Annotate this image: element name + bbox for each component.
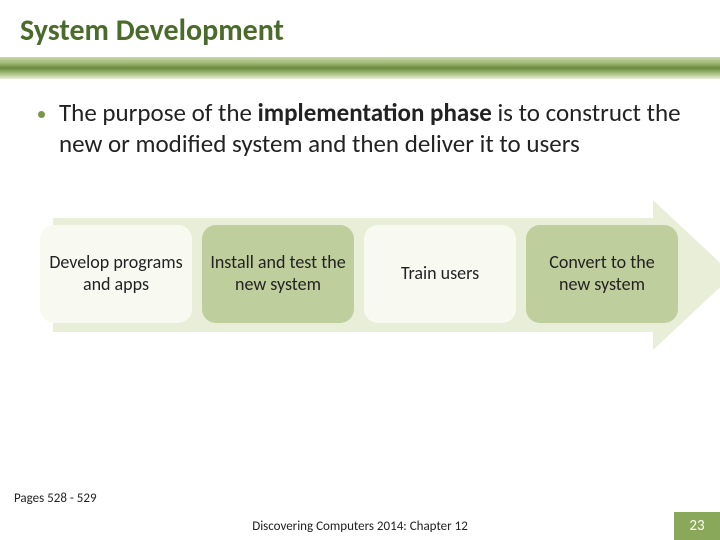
step-box: Install and test the new system bbox=[202, 225, 354, 323]
slide-footer: Discovering Computers 2014: Chapter 12 2… bbox=[0, 512, 720, 540]
bullet-item: The purpose of the implementation phase … bbox=[38, 97, 690, 160]
step-label: Convert to the new system bbox=[534, 252, 670, 295]
pages-reference: Pages 528 - 529 bbox=[14, 491, 97, 506]
step-label: Develop programs and apps bbox=[48, 252, 184, 295]
title-divider-bar bbox=[0, 57, 720, 79]
bullet-text-bold: implementation phase bbox=[258, 97, 492, 128]
process-arrow-diagram: Develop programs and apps Install and te… bbox=[38, 190, 690, 360]
bullet-dot-icon bbox=[38, 111, 45, 118]
slide-body: The purpose of the implementation phase … bbox=[0, 79, 720, 360]
process-steps: Develop programs and apps Install and te… bbox=[38, 225, 680, 323]
step-label: Install and test the new system bbox=[210, 252, 346, 295]
page-number-badge: 23 bbox=[674, 512, 720, 540]
bullet-text: The purpose of the implementation phase … bbox=[59, 97, 690, 160]
slide-title-area: System Development bbox=[0, 0, 720, 57]
page-number: 23 bbox=[689, 517, 704, 535]
footer-text: Discovering Computers 2014: Chapter 12 bbox=[0, 519, 720, 534]
step-box: Train users bbox=[364, 225, 516, 323]
slide-title: System Development bbox=[20, 12, 700, 49]
step-box: Develop programs and apps bbox=[40, 225, 192, 323]
step-label: Train users bbox=[401, 263, 479, 285]
bullet-text-pre: The purpose of the bbox=[59, 97, 258, 128]
step-box: Convert to the new system bbox=[526, 225, 678, 323]
